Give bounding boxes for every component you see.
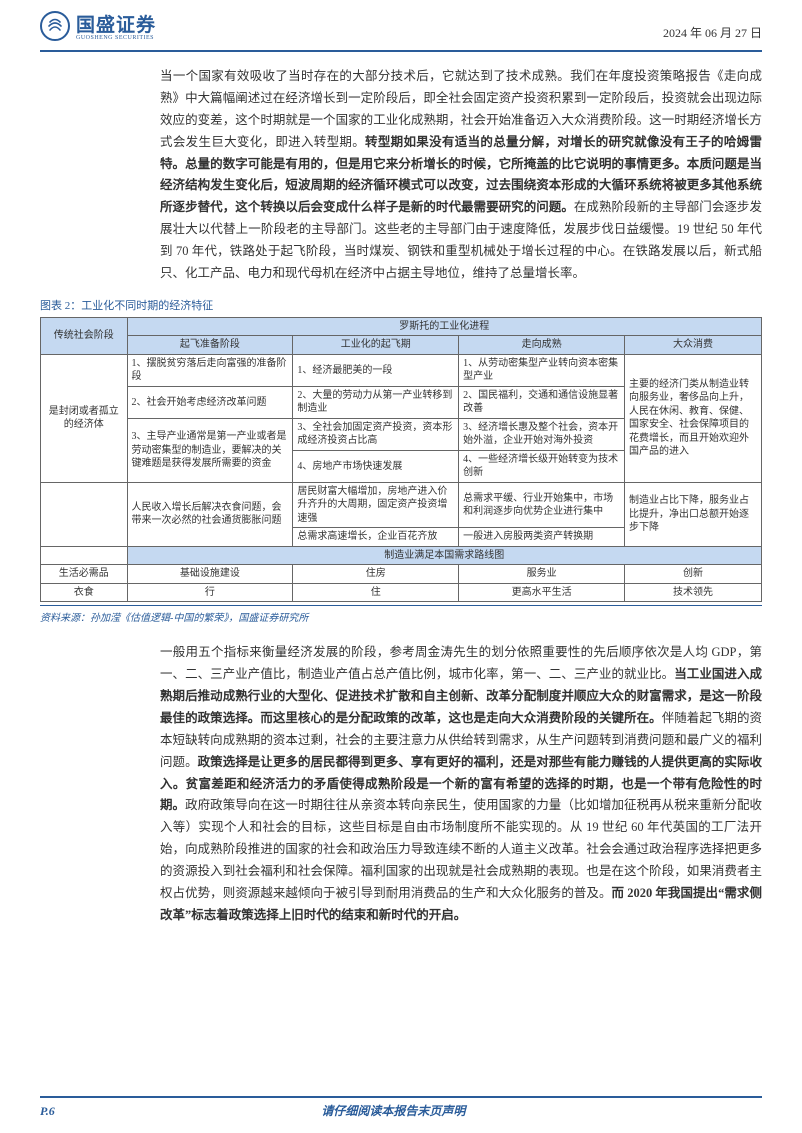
p2-pre: 一般用五个指标来衡量经济发展的阶段，参考周金涛先生的划分依照重要性的先后顺序依次… <box>160 645 762 681</box>
row-label: 是封闭或者孤立的经济体 <box>41 354 128 482</box>
table-cell: 服务业 <box>459 565 625 584</box>
page-footer: P.6 请仔细阅读本报告末页声明 <box>40 1096 762 1119</box>
paragraph-1: 当一个国家有效吸收了当时存在的大部分技术后，它就达到了技术成熟。我们在年度投资策… <box>160 66 762 285</box>
table-cell: 基础设施建设 <box>127 565 293 584</box>
company-name-en: GUOSHENG SECURITIES <box>76 35 156 41</box>
page-content: 当一个国家有效吸收了当时存在的大部分技术后，它就达到了技术成熟。我们在年度投资策… <box>0 52 802 927</box>
company-name-cn: 国盛证券 <box>76 10 156 37</box>
header-rule <box>40 50 762 52</box>
company-name-block: 国盛证券 GUOSHENG SECURITIES <box>76 10 156 41</box>
p2-post1: 政府政策导向在这一时期往往从亲资本转向亲民生，使用国家的力量（比如增加征税再从税… <box>160 798 762 900</box>
col-header: 工业化的起飞期 <box>293 336 459 355</box>
table-cell: 居民财富大幅增加，房地产进入价升齐升的大周期，固定资产投资增速强 <box>293 482 459 528</box>
paragraph-2: 一般用五个指标来衡量经济发展的阶段，参考周金涛先生的划分依照重要性的先后顺序依次… <box>160 642 762 926</box>
figure-title: 图表 2：工业化不同时期的经济特征 <box>40 297 762 313</box>
table-row: 起飞准备阶段 工业化的起飞期 走向成熟 大众消费 <box>41 336 762 355</box>
table-cell: 生活必需品 <box>41 565 128 584</box>
table-cell: 一般进入房股两类资产转换期 <box>459 528 625 547</box>
report-date: 2024 年 06 月 27 日 <box>663 24 762 41</box>
table-cell: 4、房地产市场快速发展 <box>293 450 459 482</box>
table-cell: 主要的经济门类从制造业转向服务业，奢侈品向上升，人民在休闲、教育、保健、国家安全… <box>625 354 762 482</box>
table-row: 衣食 行 住 更高水平生活 技术领先 <box>41 583 762 602</box>
table-cell: 制造业占比下降，服务业占比提升，净出口总额开始逐步下降 <box>625 482 762 546</box>
col-header: 大众消费 <box>625 336 762 355</box>
table-cell: 衣食 <box>41 583 128 602</box>
col-header: 起飞准备阶段 <box>127 336 293 355</box>
figure-source: 资料来源：孙加滢《估值逻辑-中国的繁荣》，国盛证券研究所 <box>40 605 762 624</box>
logo: 国盛证券 GUOSHENG SECURITIES <box>40 10 762 41</box>
row-label <box>41 482 128 546</box>
company-logo-icon <box>40 11 70 41</box>
table-cell: 1、从劳动密集型产业转向资本密集型产业 <box>459 354 625 386</box>
table-cell: 住房 <box>293 565 459 584</box>
table-cell: 创新 <box>625 565 762 584</box>
table-cell: 住 <box>293 583 459 602</box>
table-row: 传统社会阶段 罗斯托的工业化进程 <box>41 317 762 336</box>
table-cell: 人民收入增长后解决衣食问题，会带来一次必然的社会通货膨胀问题 <box>127 482 293 546</box>
table-cell: 总需求高速增长，企业百花齐放 <box>293 528 459 547</box>
table-cell: 1、经济最肥美的一段 <box>293 354 459 386</box>
page-number: P.6 <box>40 1104 55 1119</box>
table-row: 制造业满足本国需求路线图 <box>41 546 762 565</box>
table-cell: 总需求平缓、行业开始集中，市场和利润逐步向优势企业进行集中 <box>459 482 625 528</box>
table-sub-header: 制造业满足本国需求路线图 <box>127 546 761 565</box>
table-cell: 3、经济增长惠及整个社会，资本开始外溢，企业开始对海外投资 <box>459 418 625 450</box>
table-row: 是封闭或者孤立的经济体 1、摆脱贫穷落后走向富强的准备阶段 1、经济最肥美的一段… <box>41 354 762 386</box>
table-cell: 4、一些经济增长级开始转变为技术创新 <box>459 450 625 482</box>
industrialization-table: 传统社会阶段 罗斯托的工业化进程 起飞准备阶段 工业化的起飞期 走向成熟 大众消… <box>40 317 762 603</box>
table-cell: 2、社会开始考虑经济改革问题 <box>127 386 293 418</box>
footer-disclaimer: 请仔细阅读本报告末页声明 <box>321 1102 465 1119</box>
table-cell: 1、摆脱贫穷落后走向富强的准备阶段 <box>127 354 293 386</box>
table-row: 生活必需品 基础设施建设 住房 服务业 创新 <box>41 565 762 584</box>
table-top-header: 罗斯托的工业化进程 <box>127 317 761 336</box>
table-cell: 2、国民福利，交通和通信设施显著改善 <box>459 386 625 418</box>
table-cell: 2、大量的劳动力从第一产业转移到制造业 <box>293 386 459 418</box>
table-cell: 3、全社会加固定资产投资，资本形成经济投资占比高 <box>293 418 459 450</box>
col-header: 传统社会阶段 <box>41 317 128 354</box>
footer-rule <box>40 1096 762 1098</box>
table-cell: 技术领先 <box>625 583 762 602</box>
table-row: 人民收入增长后解决衣食问题，会带来一次必然的社会通货膨胀问题 居民财富大幅增加，… <box>41 482 762 528</box>
page-header: 国盛证券 GUOSHENG SECURITIES 2024 年 06 月 27 … <box>0 0 802 52</box>
row-label <box>41 546 128 565</box>
table-cell: 行 <box>127 583 293 602</box>
col-header: 走向成熟 <box>459 336 625 355</box>
table-cell: 更高水平生活 <box>459 583 625 602</box>
table-cell: 3、主导产业通常是第一产业或者是劳动密集型的制造业，要解决的关键难题是获得发展所… <box>127 418 293 482</box>
